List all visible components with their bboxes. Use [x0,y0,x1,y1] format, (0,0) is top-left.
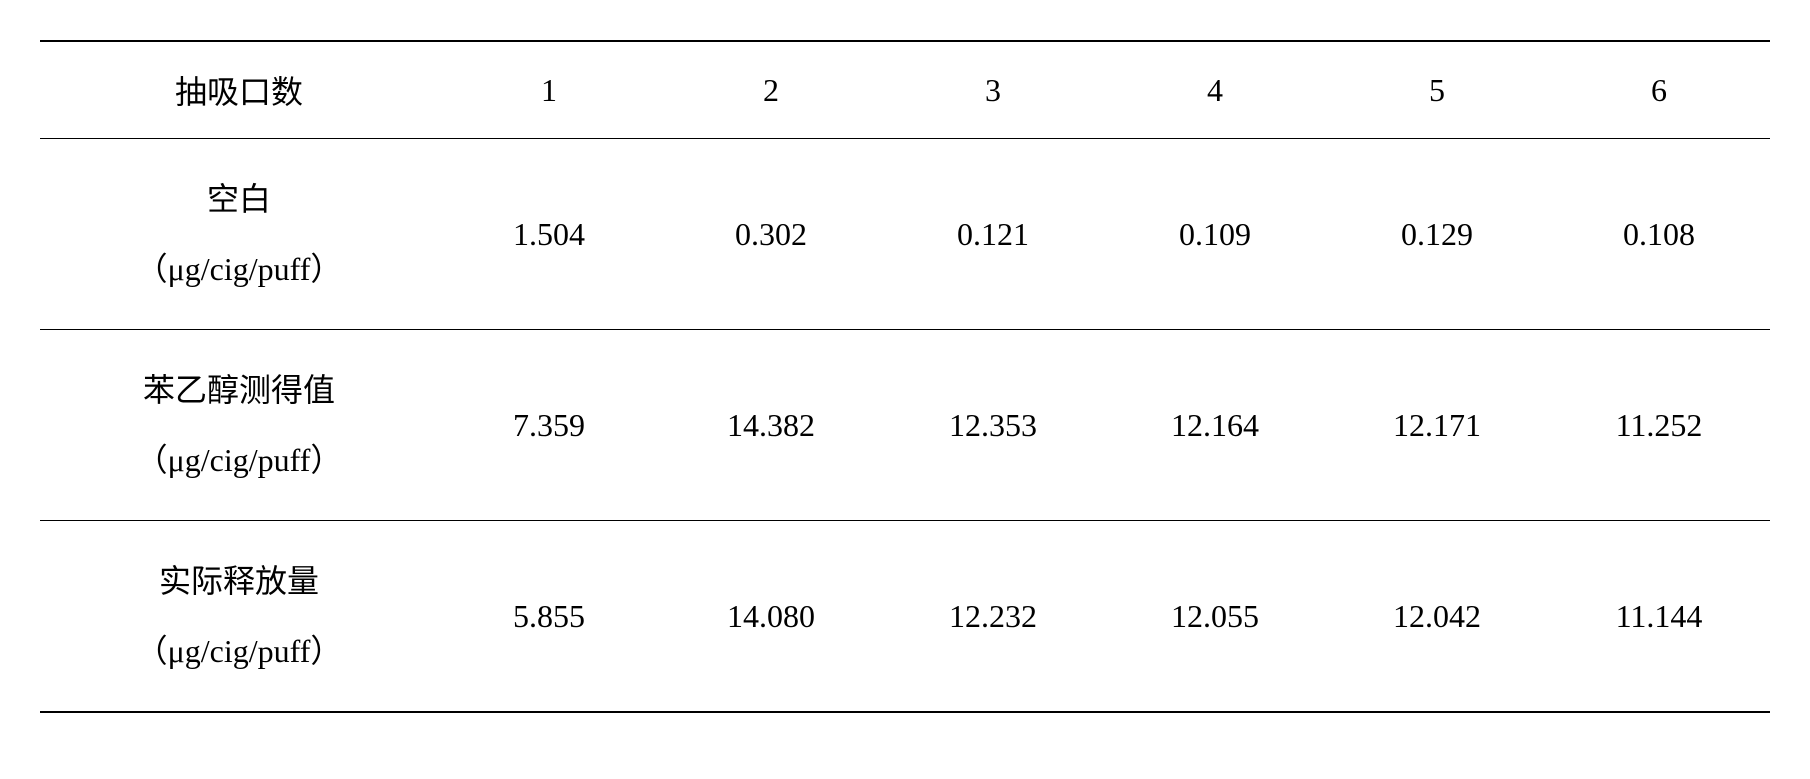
table-header-row: 抽吸口数 1 2 3 4 5 6 [40,41,1770,139]
row-label-line2: （μg/cig/puff） [40,616,438,686]
col-header: 5 [1326,41,1548,139]
data-cell: 11.252 [1548,330,1770,521]
row-label-line1: 苯乙醇测得值 [40,355,438,425]
data-cell: 12.353 [882,330,1104,521]
row-label-line2: （μg/cig/puff） [40,425,438,495]
data-cell: 11.144 [1548,521,1770,713]
row-label-line2: （μg/cig/puff） [40,234,438,304]
col-header: 1 [438,41,660,139]
table-row: 空白 （μg/cig/puff） 1.504 0.302 0.121 0.109… [40,139,1770,330]
data-cell: 12.232 [882,521,1104,713]
data-cell: 12.055 [1104,521,1326,713]
table-row: 实际释放量 （μg/cig/puff） 5.855 14.080 12.232 … [40,521,1770,713]
data-cell: 12.164 [1104,330,1326,521]
col-header: 6 [1548,41,1770,139]
table-row: 苯乙醇测得值 （μg/cig/puff） 7.359 14.382 12.353… [40,330,1770,521]
data-cell: 0.302 [660,139,882,330]
col-header: 3 [882,41,1104,139]
data-cell: 5.855 [438,521,660,713]
col-header: 2 [660,41,882,139]
data-cell: 1.504 [438,139,660,330]
data-cell: 14.080 [660,521,882,713]
data-cell: 0.108 [1548,139,1770,330]
row-label-line1: 实际释放量 [40,546,438,616]
data-cell: 12.171 [1326,330,1548,521]
data-cell: 7.359 [438,330,660,521]
data-cell: 12.042 [1326,521,1548,713]
data-cell: 0.129 [1326,139,1548,330]
header-label: 抽吸口数 [40,41,438,139]
data-cell: 0.121 [882,139,1104,330]
col-header: 4 [1104,41,1326,139]
row-label-line1: 空白 [40,164,438,234]
row-label: 实际释放量 （μg/cig/puff） [40,521,438,713]
row-label: 空白 （μg/cig/puff） [40,139,438,330]
data-cell: 0.109 [1104,139,1326,330]
data-table: 抽吸口数 1 2 3 4 5 6 空白 （μg/cig/puff） 1.504 … [40,40,1770,713]
data-cell: 14.382 [660,330,882,521]
row-label: 苯乙醇测得值 （μg/cig/puff） [40,330,438,521]
